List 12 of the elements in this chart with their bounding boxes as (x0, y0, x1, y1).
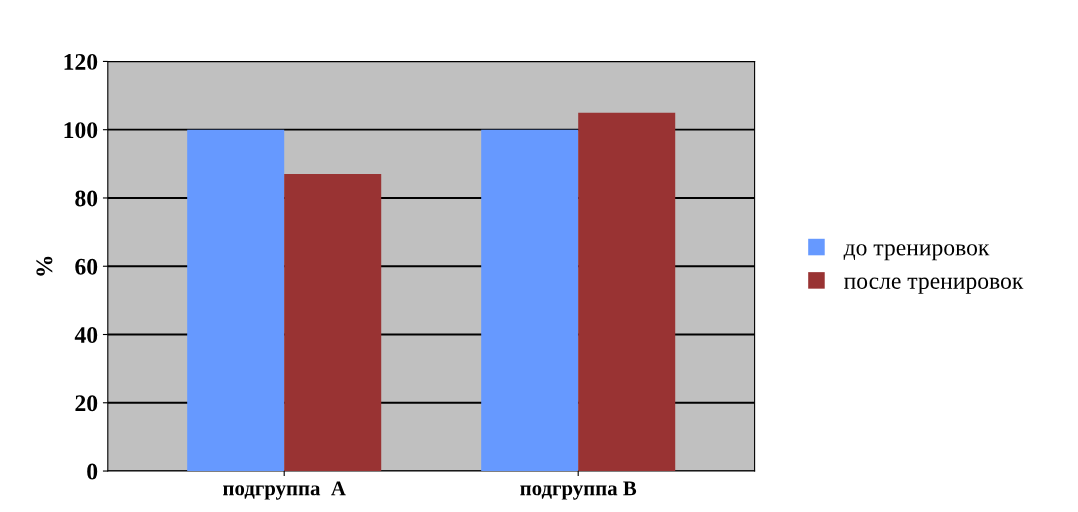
y-tick-label: 80 (75, 190, 98, 207)
legend-label: до тренировок (843, 244, 990, 261)
x-tick-label: подгруппа В (520, 481, 637, 500)
y-tick-label: 120 (64, 53, 98, 70)
y-tick-label: 60 (75, 258, 98, 275)
legend-label: после тренировок (844, 277, 1024, 294)
y-tick-label: 20 (75, 395, 98, 412)
x-tick-label: подгруппа А (223, 481, 346, 500)
y-tick-label: 40 (74, 327, 98, 343)
y-tick-label: 100 (64, 122, 98, 139)
y-axis-title: % (36, 256, 53, 276)
y-tick-label: 0 (87, 463, 98, 480)
